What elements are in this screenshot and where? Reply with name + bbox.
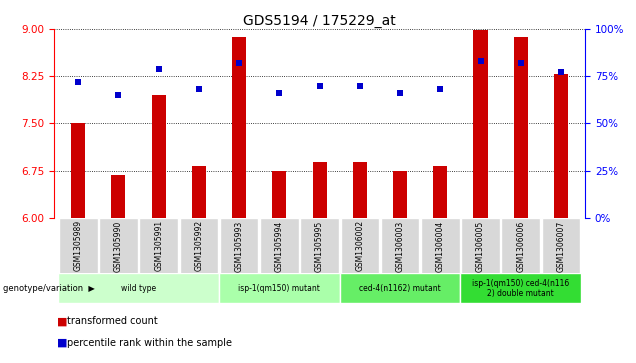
Text: GSM1306003: GSM1306003	[396, 220, 404, 272]
Text: ■: ■	[57, 338, 68, 348]
Bar	[58, 273, 219, 303]
Bar	[514, 37, 528, 218]
Text: transformed count: transformed count	[67, 316, 158, 326]
Text: percentile rank within the sample: percentile rank within the sample	[67, 338, 232, 348]
Bar	[340, 218, 379, 274]
Text: GSM1305994: GSM1305994	[275, 220, 284, 272]
Bar	[433, 166, 447, 218]
Text: GSM1305989: GSM1305989	[74, 220, 83, 272]
Bar	[501, 218, 540, 274]
Text: GSM1306004: GSM1306004	[436, 220, 445, 272]
Bar	[59, 218, 97, 274]
Bar	[312, 162, 327, 218]
Bar	[219, 273, 340, 303]
Bar	[272, 171, 286, 218]
Text: ced-4(n1162) mutant: ced-4(n1162) mutant	[359, 284, 441, 293]
Bar	[421, 218, 460, 274]
Bar	[542, 218, 580, 274]
Bar	[139, 218, 178, 274]
Bar	[220, 218, 258, 274]
Text: GSM1306006: GSM1306006	[516, 220, 525, 272]
Bar	[192, 166, 206, 218]
Text: GSM1306002: GSM1306002	[356, 220, 364, 272]
Text: GSM1306005: GSM1306005	[476, 220, 485, 272]
Bar	[71, 123, 85, 218]
Bar	[300, 218, 339, 274]
Text: GSM1305993: GSM1305993	[235, 220, 244, 272]
Bar	[232, 37, 246, 218]
Text: GSM1305995: GSM1305995	[315, 220, 324, 272]
Text: ■: ■	[57, 316, 68, 326]
Text: GSM1306007: GSM1306007	[556, 220, 565, 272]
Text: isp-1(qm150) mutant: isp-1(qm150) mutant	[238, 284, 321, 293]
Bar	[179, 218, 218, 274]
Bar	[460, 273, 581, 303]
Bar	[473, 30, 488, 218]
Bar	[353, 162, 367, 218]
Text: wild type: wild type	[121, 284, 156, 293]
Bar	[381, 218, 419, 274]
Bar	[393, 171, 407, 218]
Bar	[260, 218, 299, 274]
Bar	[151, 95, 166, 218]
Bar	[111, 175, 125, 218]
Bar	[99, 218, 138, 274]
Text: GSM1305991: GSM1305991	[154, 220, 163, 272]
Text: GSM1305990: GSM1305990	[114, 220, 123, 272]
Title: GDS5194 / 175229_at: GDS5194 / 175229_at	[243, 14, 396, 28]
Text: isp-1(qm150) ced-4(n116
2) double mutant: isp-1(qm150) ced-4(n116 2) double mutant	[472, 278, 569, 298]
Text: GSM1305992: GSM1305992	[195, 220, 204, 272]
Bar	[554, 74, 568, 218]
Bar	[461, 218, 500, 274]
Text: genotype/variation  ▶: genotype/variation ▶	[3, 284, 95, 293]
Bar	[340, 273, 460, 303]
